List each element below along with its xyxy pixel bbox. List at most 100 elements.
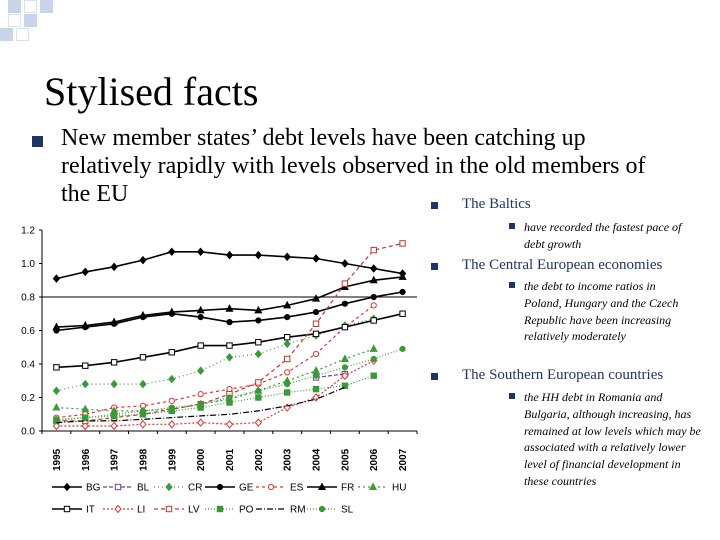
point-southern-detail: the HH debt in Romania and Bulgaria, alt… (509, 389, 704, 490)
data-point-po (226, 399, 233, 406)
x-tick-label: 2005 (340, 448, 351, 471)
data-point-li (139, 420, 147, 429)
legend-marker-hu (368, 482, 378, 490)
data-point-sl (399, 345, 406, 353)
data-point-li (110, 421, 118, 431)
bullet-marker (509, 223, 515, 229)
x-tick-label: 1998 (138, 448, 149, 471)
data-point-li (196, 418, 205, 427)
data-point-bg (168, 247, 176, 257)
data-point-hu (81, 404, 90, 413)
data-point-hu (340, 354, 349, 362)
data-point-ge (284, 314, 291, 321)
data-point-ge (255, 317, 262, 324)
data-point-bg (283, 252, 291, 262)
data-point-hu (369, 344, 378, 352)
data-point-bg (196, 247, 205, 257)
point-baltics-heading: The Baltics (431, 196, 712, 213)
data-point-bg (139, 255, 147, 265)
point-heading-text: The Baltics (462, 196, 531, 212)
y-tick-label: 0.2 (21, 393, 35, 404)
legend-label-rm: RM (290, 505, 306, 516)
data-point-fr (167, 307, 176, 316)
x-tick-label: 2007 (398, 448, 409, 471)
data-point-sl (139, 407, 147, 414)
bullet-marker (431, 263, 438, 270)
data-point-sl (53, 416, 60, 423)
data-point-it (53, 364, 60, 371)
data-point-bg (312, 254, 320, 263)
data-point-cr (196, 366, 205, 375)
bullet-marker (509, 282, 515, 288)
data-point-cr (283, 339, 291, 349)
data-point-lv (370, 246, 377, 254)
data-point-sl (341, 364, 348, 371)
point-heading-text: The Southern European countries (462, 367, 664, 383)
data-point-li (81, 421, 89, 431)
data-point-it (370, 317, 377, 324)
data-point-cr (81, 379, 89, 389)
x-tick-label: 2000 (196, 448, 207, 471)
data-point-it (341, 323, 349, 331)
point-central-detail: the debt to income ratios in Poland, Hun… (509, 278, 684, 345)
data-point-sl (168, 404, 175, 411)
data-point-bg (110, 262, 118, 272)
y-tick-label: 0.0 (21, 427, 35, 438)
point-detail-text: the debt to income ratios in Poland, Hun… (524, 279, 679, 344)
legend-marker-bl (114, 483, 122, 491)
slide-title: Stylised facts (44, 69, 259, 114)
data-point-bg (254, 250, 263, 260)
data-point-lv (399, 240, 406, 247)
data-point-sl (82, 414, 89, 421)
data-point-sl (255, 387, 262, 394)
data-point-fr (254, 305, 263, 314)
legend-marker-cr (165, 482, 173, 492)
data-point-fr (138, 310, 147, 319)
data-point-it (283, 334, 291, 341)
data-point-cr (110, 379, 118, 389)
series-line-bl (315, 373, 345, 378)
x-tick-label: 1995 (52, 448, 63, 471)
x-tick-label: 2006 (369, 448, 380, 471)
legend-marker-it (63, 505, 71, 513)
y-tick-label: 0.8 (21, 293, 35, 304)
y-tick-label: 1.2 (21, 226, 35, 237)
data-point-ge (226, 319, 233, 326)
data-point-hu (52, 402, 61, 411)
data-point-cr (139, 379, 147, 389)
legend-marker-fr (317, 482, 327, 490)
main-bullet-marker (32, 136, 43, 147)
data-point-ge (312, 308, 320, 316)
data-point-ge (197, 314, 204, 321)
data-point-it (82, 362, 89, 369)
data-point-cr (168, 374, 176, 384)
data-point-it (312, 330, 320, 338)
data-point-sl (284, 381, 291, 388)
data-point-it (226, 342, 233, 349)
series-line-rm (56, 386, 346, 424)
legend-label-it: IT (86, 505, 95, 516)
legend-marker-lv (165, 505, 173, 513)
data-point-sl (370, 355, 377, 363)
y-tick-label: 0.6 (21, 326, 35, 337)
data-point-lv (255, 379, 262, 386)
data-point-sl (111, 411, 118, 418)
data-point-po (255, 394, 262, 401)
data-point-es (312, 350, 320, 358)
legend-label-ge: GE (239, 483, 254, 494)
legend-label-fr: FR (341, 483, 354, 494)
data-point-sl (197, 401, 204, 408)
legend-label-hu: HU (392, 483, 406, 494)
legend-marker-es (267, 483, 275, 491)
x-tick-label: 2002 (254, 448, 265, 471)
data-point-fr (52, 322, 61, 331)
legend-label-es: ES (290, 483, 304, 494)
x-tick-label: 2004 (312, 448, 323, 471)
point-central-heading: The Central European economies (431, 257, 712, 274)
legend-label-lv: LV (188, 505, 200, 516)
main-point-text: New member states’ debt levels have been… (61, 125, 646, 207)
x-tick-label: 1999 (167, 448, 178, 471)
point-detail-text: the HH debt in Romania and Bulgaria, alt… (524, 390, 701, 488)
bullet-marker (509, 393, 515, 399)
data-point-lv (283, 355, 291, 363)
